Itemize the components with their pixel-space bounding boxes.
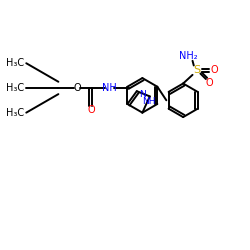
Text: H₃C: H₃C: [6, 83, 24, 93]
Text: NH₂: NH₂: [179, 51, 198, 61]
Text: O: O: [73, 83, 81, 93]
Text: S: S: [193, 65, 200, 75]
Text: N: N: [139, 90, 145, 99]
Text: NH: NH: [142, 97, 155, 106]
Text: NH: NH: [102, 83, 117, 93]
Text: O: O: [88, 105, 96, 115]
Text: O: O: [205, 78, 213, 88]
Text: H₃C: H₃C: [6, 108, 24, 118]
Text: H₃C: H₃C: [6, 58, 24, 68]
Text: O: O: [210, 65, 218, 75]
